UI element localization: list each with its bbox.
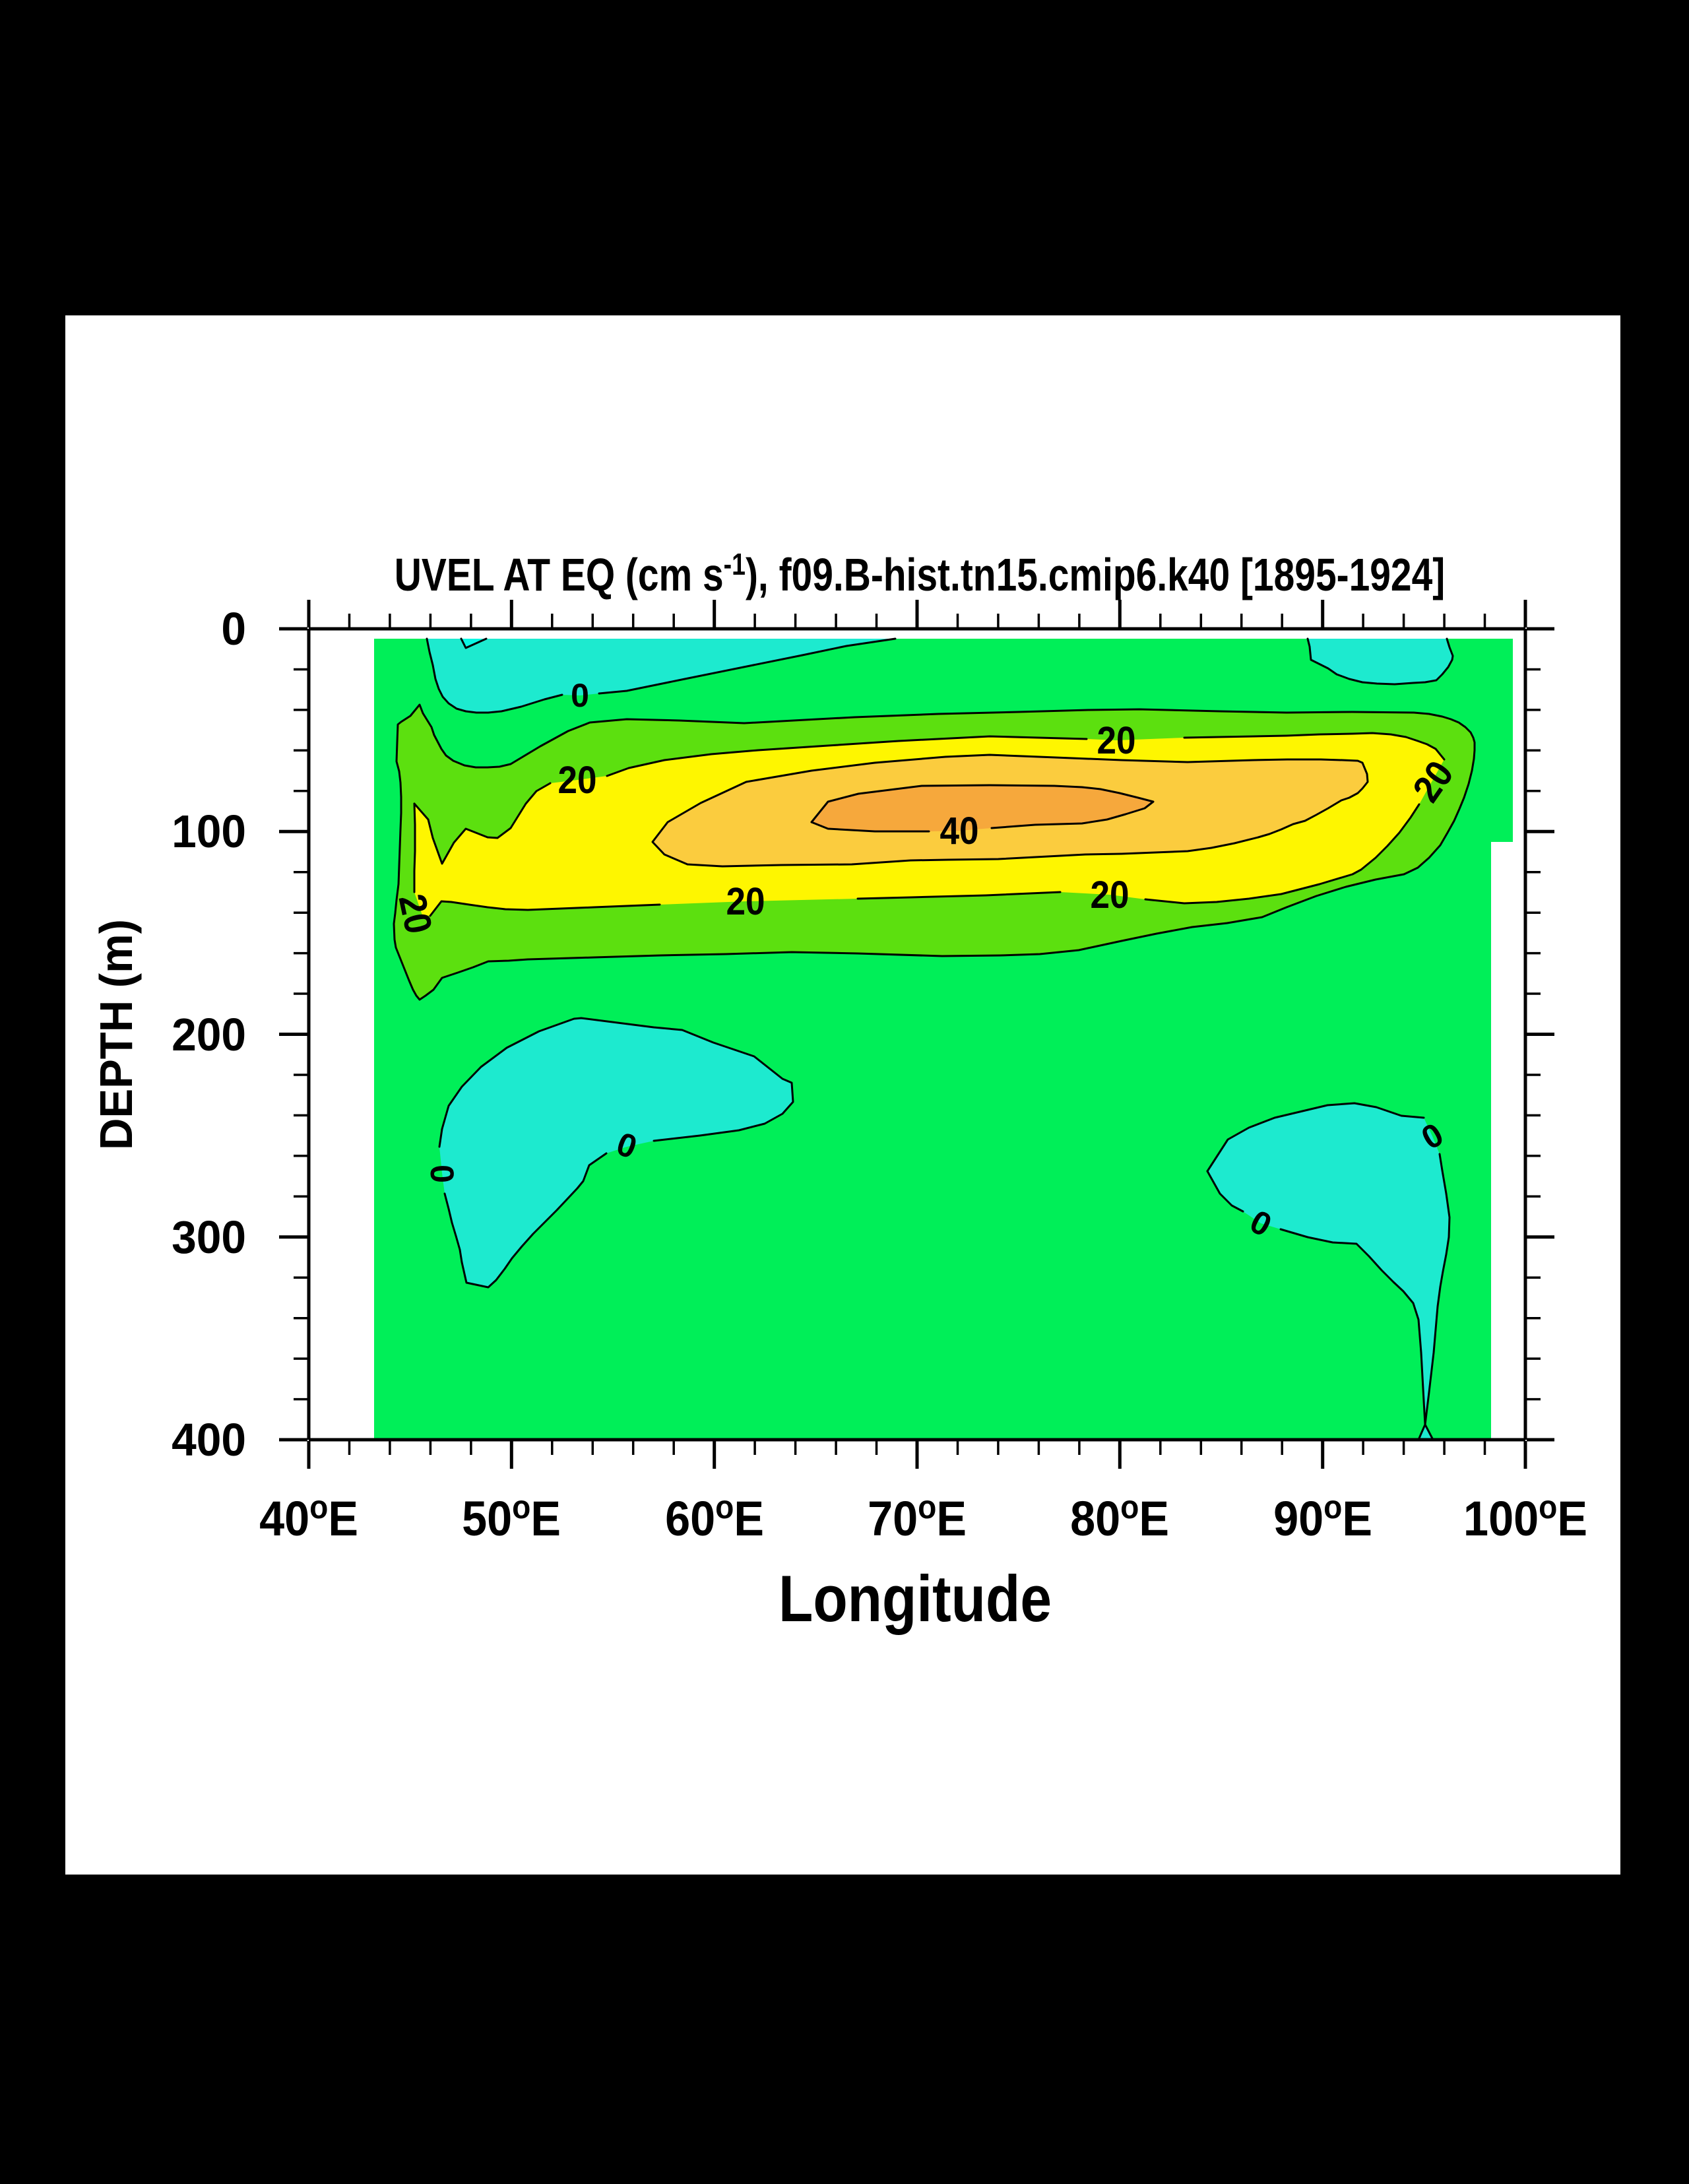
svg-text:Longitude: Longitude bbox=[779, 1562, 1052, 1635]
svg-text:40oE: 40oE bbox=[259, 1489, 358, 1546]
svg-text:20: 20 bbox=[1090, 874, 1129, 916]
svg-text:20: 20 bbox=[1097, 719, 1135, 762]
svg-text:0: 0 bbox=[424, 1164, 461, 1184]
svg-text:200: 200 bbox=[172, 1009, 246, 1060]
svg-text:40: 40 bbox=[940, 810, 978, 852]
svg-text:100oE: 100oE bbox=[1463, 1489, 1587, 1546]
svg-text:UVEL AT EQ (cm s-1), f09.B-his: UVEL AT EQ (cm s-1), f09.B-hist.tn15.cmi… bbox=[395, 547, 1445, 600]
svg-text:100: 100 bbox=[172, 806, 246, 857]
svg-text:0: 0 bbox=[221, 603, 246, 655]
svg-text:60oE: 60oE bbox=[665, 1489, 764, 1546]
svg-text:90oE: 90oE bbox=[1273, 1489, 1372, 1546]
svg-text:0: 0 bbox=[571, 677, 589, 714]
svg-text:300: 300 bbox=[172, 1211, 246, 1263]
svg-text:20: 20 bbox=[391, 890, 441, 937]
svg-text:20: 20 bbox=[558, 759, 596, 802]
svg-text:400: 400 bbox=[172, 1414, 246, 1465]
svg-text:70oE: 70oE bbox=[868, 1489, 967, 1546]
svg-text:50oE: 50oE bbox=[462, 1489, 561, 1546]
svg-text:20: 20 bbox=[726, 880, 765, 923]
svg-text:80oE: 80oE bbox=[1070, 1489, 1169, 1546]
svg-text:DEPTH (m): DEPTH (m) bbox=[90, 919, 143, 1150]
